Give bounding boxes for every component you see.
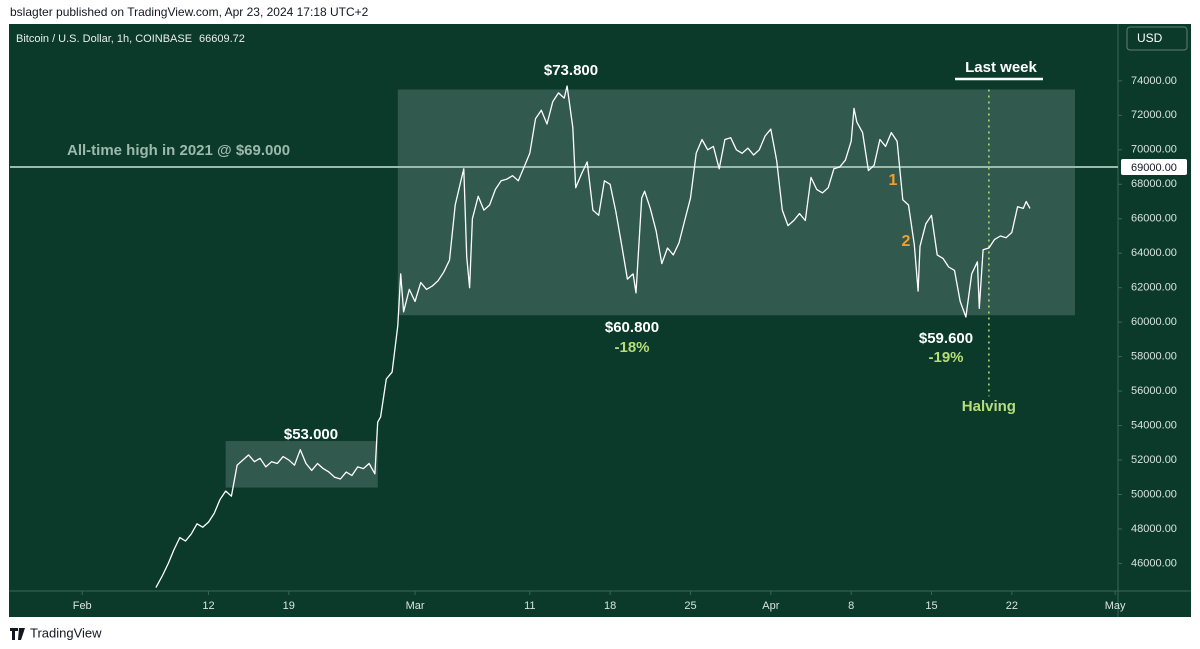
currency-box[interactable]	[1126, 26, 1188, 51]
x-tick-label: 8	[848, 600, 854, 612]
annotation: -18%	[614, 339, 649, 356]
x-tick-label: 22	[1006, 600, 1018, 612]
level-label: 69000.00	[1131, 162, 1177, 174]
x-tick-label: 25	[684, 600, 696, 612]
y-tick-label: 60000.00	[1131, 316, 1177, 328]
y-tick-label: 66000.00	[1131, 213, 1177, 225]
annotation: -19%	[928, 349, 963, 366]
y-tick-label: 52000.00	[1131, 454, 1177, 466]
x-tick-label: 15	[925, 600, 937, 612]
x-tick-label: Feb	[73, 600, 92, 612]
level-tag	[1121, 159, 1187, 176]
y-tick-label: 54000.00	[1131, 419, 1177, 431]
plot	[10, 85, 1118, 588]
annotation: $59.600	[919, 330, 973, 347]
currency[interactable]: USD	[1137, 31, 1163, 45]
y-tick-label: 58000.00	[1131, 351, 1177, 363]
footer: TradingView	[30, 625, 102, 640]
annotation: $53.000	[284, 426, 338, 443]
x-tick-label: Apr	[762, 600, 779, 612]
range-box	[397, 89, 1075, 316]
annotation: 1	[889, 172, 898, 189]
annotation: Last week	[965, 59, 1037, 76]
x-tick-label: 18	[604, 600, 616, 612]
logo-icon	[10, 628, 25, 640]
level-text: All-time high in 2021 @ $69.000	[67, 142, 290, 159]
y-tick-label: 64000.00	[1131, 247, 1177, 259]
annotation: $73.800	[544, 62, 598, 79]
y-tick-label: 46000.00	[1131, 557, 1177, 569]
y-tick-label: 50000.00	[1131, 488, 1177, 500]
y-tick-label: 74000.00	[1131, 75, 1177, 87]
chart-background	[9, 24, 1191, 617]
y-tick-label: 48000.00	[1131, 523, 1177, 535]
x-tick-label: 11	[524, 600, 535, 612]
price-line	[155, 85, 1031, 588]
y-tick-label: 72000.00	[1131, 109, 1177, 121]
y-tick-label: 70000.00	[1131, 144, 1177, 156]
range-box	[225, 441, 378, 488]
x-tick-label: Mar	[406, 600, 425, 612]
x-tick-label: May	[1105, 600, 1126, 612]
annotation: 2	[902, 233, 911, 250]
x-tick-label: 12	[202, 600, 214, 612]
chart-title: Bitcoin / U.S. Dollar, 1h, COINBASE	[16, 33, 192, 45]
annotation: $60.800	[605, 319, 659, 336]
halving-label: Halving	[962, 398, 1016, 415]
last-price: 66609.72	[199, 33, 245, 45]
y-tick-label: 68000.00	[1131, 178, 1177, 190]
x-tick-label: 19	[283, 600, 295, 612]
header: bslagter published on TradingView.com, A…	[10, 5, 369, 19]
y-tick-label: 56000.00	[1131, 385, 1177, 397]
y-tick-label: 62000.00	[1131, 282, 1177, 294]
